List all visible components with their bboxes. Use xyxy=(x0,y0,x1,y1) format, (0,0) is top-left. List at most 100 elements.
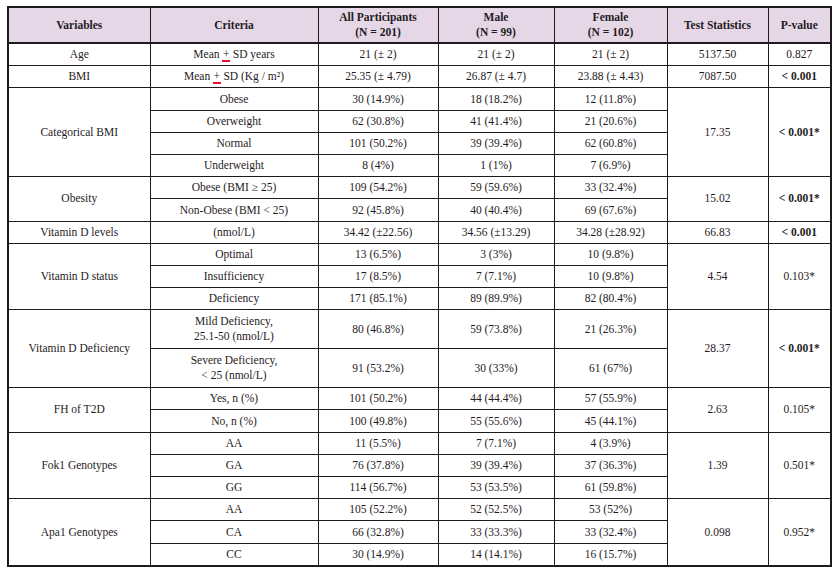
cell-criteria: Deficiency xyxy=(150,288,318,310)
cell-male: 1 (1%) xyxy=(438,155,554,177)
cell-p-value: 0.827 xyxy=(768,43,831,66)
cell-all-participants: 30 (14.9%) xyxy=(318,543,438,566)
cell-female: 57 (55.9%) xyxy=(554,388,667,410)
cell-variable: Age xyxy=(8,43,150,66)
cell-variable: FH of T2D xyxy=(8,388,150,432)
plus-minus-red-underline: + xyxy=(222,48,230,62)
header-row: Variables Criteria All Participants (N =… xyxy=(8,7,831,43)
column-header-all-participants: All Participants (N = 201) xyxy=(318,7,438,43)
cell-criteria: Overweight xyxy=(150,110,318,132)
cell-female: 61 (67%) xyxy=(554,349,667,388)
cell-male: 14 (14.1%) xyxy=(438,543,554,566)
cell-male: 21 (± 2) xyxy=(438,43,554,66)
cell-female: 12 (11.8%) xyxy=(554,88,667,110)
cell-female: 82 (80.4%) xyxy=(554,288,667,310)
cell-test-statistic: 66.83 xyxy=(667,221,768,243)
cell-criteria: GA xyxy=(150,454,318,476)
cell-test-statistic: 28.37 xyxy=(667,310,768,388)
cell-criteria: Mean + SD years xyxy=(150,43,318,66)
cell-p-value: 0.501* xyxy=(768,432,831,499)
table-row: FH of T2DYes, n (%)101 (50.2%)44 (44.4%)… xyxy=(8,388,831,410)
cell-criteria: (nmol/L) xyxy=(150,221,318,243)
table-header: Variables Criteria All Participants (N =… xyxy=(8,7,831,43)
cell-female: 4 (3.9%) xyxy=(554,432,667,454)
cell-female: 21 (20.6%) xyxy=(554,110,667,132)
cell-p-value: < 0.001* xyxy=(768,310,831,388)
cell-variable: Apa1 Genotypes xyxy=(8,499,150,566)
table-row: Categorical BMIObese30 (14.9%)18 (18.2%)… xyxy=(8,88,831,110)
cell-female: 62 (60.8%) xyxy=(554,132,667,154)
cell-criteria: Mild Deficiency, 25.1-50 (nmol/L) xyxy=(150,310,318,349)
cell-female: 33 (32.4%) xyxy=(554,177,667,199)
cell-all-participants: 8 (4%) xyxy=(318,155,438,177)
cell-criteria: Mean + SD (Kg / m²) xyxy=(150,66,318,88)
cell-criteria: Insufficiency xyxy=(150,266,318,288)
cell-p-value: < 0.001 xyxy=(768,66,831,88)
table-row: Fok1 GenotypesAA11 (5.5%)7 (7.1%)4 (3.9%… xyxy=(8,432,831,454)
table-row: Apa1 GenotypesAA105 (52.2%)52 (52.5%)53 … xyxy=(8,499,831,521)
cell-female: 23.88 (± 4.43) xyxy=(554,66,667,88)
cell-all-participants: 101 (50.2%) xyxy=(318,132,438,154)
cell-all-participants: 21 (± 2) xyxy=(318,43,438,66)
table-row: ObesityObese (BMI ≥ 25)109 (54.2%)59 (59… xyxy=(8,177,831,199)
cell-test-statistic: 0.098 xyxy=(667,499,768,566)
cell-variable: Vitamin D levels xyxy=(8,221,150,243)
cell-p-value: 0.105* xyxy=(768,388,831,432)
cell-male: 53 (53.5%) xyxy=(438,477,554,499)
cell-criteria: Optimal xyxy=(150,243,318,265)
cell-male: 40 (40.4%) xyxy=(438,199,554,221)
plus-minus-red-underline: + xyxy=(213,70,221,84)
cell-criteria: Yes, n (%) xyxy=(150,388,318,410)
cell-all-participants: 30 (14.9%) xyxy=(318,88,438,110)
column-header-variables: Variables xyxy=(8,7,150,43)
cell-test-statistic: 7087.50 xyxy=(667,66,768,88)
table-row: Vitamin D DeficiencyMild Deficiency, 25.… xyxy=(8,310,831,349)
cell-test-statistic: 4.54 xyxy=(667,243,768,310)
cell-all-participants: 11 (5.5%) xyxy=(318,432,438,454)
cell-all-participants: 109 (54.2%) xyxy=(318,177,438,199)
cell-female: 10 (9.8%) xyxy=(554,243,667,265)
cell-criteria: AA xyxy=(150,499,318,521)
cell-criteria: CC xyxy=(150,543,318,566)
cell-male: 33 (33.3%) xyxy=(438,521,554,543)
cell-all-participants: 91 (53.2%) xyxy=(318,349,438,388)
cell-male: 34.56 (±13.29) xyxy=(438,221,554,243)
cell-male: 26.87 (± 4.7) xyxy=(438,66,554,88)
cell-test-statistic: 5137.50 xyxy=(667,43,768,66)
cell-male: 3 (3%) xyxy=(438,243,554,265)
cell-all-participants: 13 (6.5%) xyxy=(318,243,438,265)
cell-test-statistic: 15.02 xyxy=(667,177,768,221)
cell-all-participants: 171 (85.1%) xyxy=(318,288,438,310)
cell-male: 89 (89.9%) xyxy=(438,288,554,310)
cell-criteria: Obese (BMI ≥ 25) xyxy=(150,177,318,199)
table-row: Vitamin D levels(nmol/L)34.42 (±22.56)34… xyxy=(8,221,831,243)
cell-male: 30 (33%) xyxy=(438,349,554,388)
cell-test-statistic: 17.35 xyxy=(667,88,768,177)
column-header-p-value: P-value xyxy=(768,7,831,43)
cell-all-participants: 100 (49.8%) xyxy=(318,410,438,432)
table-row: Vitamin D statusOptimal13 (6.5%)3 (3%)10… xyxy=(8,243,831,265)
cell-male: 59 (73.8%) xyxy=(438,310,554,349)
cell-criteria: AA xyxy=(150,432,318,454)
cell-all-participants: 66 (32.8%) xyxy=(318,521,438,543)
cell-criteria: GG xyxy=(150,477,318,499)
cell-test-statistic: 2.63 xyxy=(667,388,768,432)
cell-criteria: Severe Deficiency, < 25 (nmol/L) xyxy=(150,349,318,388)
cell-all-participants: 92 (45.8%) xyxy=(318,199,438,221)
cell-female: 21 (26.3%) xyxy=(554,310,667,349)
column-header-criteria: Criteria xyxy=(150,7,318,43)
cell-female: 37 (36.3%) xyxy=(554,454,667,476)
page: Variables Criteria All Participants (N =… xyxy=(0,0,837,573)
cell-criteria: Underweight xyxy=(150,155,318,177)
cell-p-value: 0.952* xyxy=(768,499,831,566)
cell-all-participants: 105 (52.2%) xyxy=(318,499,438,521)
cell-male: 52 (52.5%) xyxy=(438,499,554,521)
cell-male: 39 (39.4%) xyxy=(438,132,554,154)
cell-female: 10 (9.8%) xyxy=(554,266,667,288)
cell-variable: BMI xyxy=(8,66,150,88)
cell-criteria: No, n (%) xyxy=(150,410,318,432)
column-header-female: Female (N = 102) xyxy=(554,7,667,43)
cell-p-value: < 0.001* xyxy=(768,177,831,221)
cell-p-value: 0.103* xyxy=(768,243,831,310)
cell-variable: Categorical BMI xyxy=(8,88,150,177)
